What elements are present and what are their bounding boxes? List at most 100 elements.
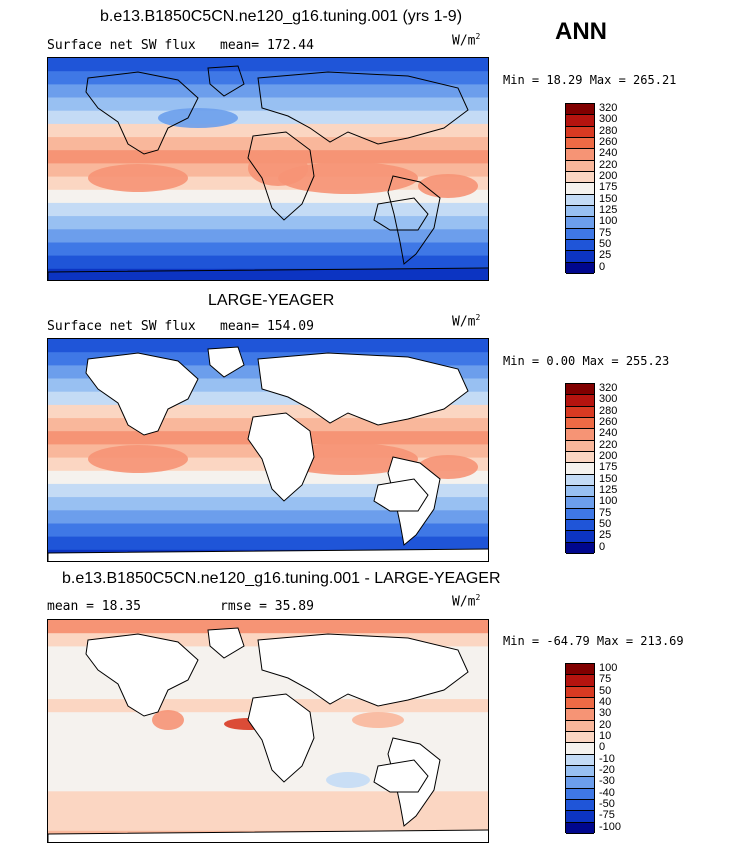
map-coastline — [207, 627, 245, 659]
map-field-band — [48, 523, 488, 538]
map-coastline — [207, 346, 245, 378]
colorbar-tick-label: -75 — [599, 809, 615, 822]
colorbar-swatch — [566, 418, 594, 430]
colorbar-swatch — [566, 732, 594, 744]
colorbar-tick-label: 260 — [599, 136, 618, 148]
colorbar-tick-label: 280 — [599, 404, 618, 417]
map-field-band — [48, 510, 488, 525]
colorbar-swatch — [566, 766, 594, 778]
panel3-units: W/m2 — [452, 593, 480, 609]
panel2-title: LARGE-YEAGER — [208, 292, 335, 309]
map-coastline — [373, 759, 429, 793]
map-coastline — [257, 71, 469, 145]
colorbar-tick-label: 240 — [599, 427, 618, 440]
colorbar-tick-label: 260 — [599, 416, 618, 428]
colorbar-swatch — [566, 194, 594, 206]
colorbar-tick-label: 25 — [599, 529, 612, 542]
map-coastline — [48, 267, 488, 280]
colorbar-tick-label: 0 — [599, 540, 606, 553]
colorbar-tick-label: -10 — [599, 752, 615, 765]
map-field-band — [48, 71, 488, 85]
colorbar-swatch — [566, 104, 594, 116]
colorbar-swatch — [566, 698, 594, 710]
colorbar-tick-label: 100 — [599, 495, 618, 508]
season-label: ANN — [555, 18, 607, 45]
colorbar-swatch — [566, 822, 594, 834]
map-coastline — [387, 175, 441, 265]
colorbar-tick-label: 40 — [599, 696, 612, 708]
map-coastline — [247, 693, 315, 783]
map-field-patch — [326, 772, 370, 788]
colorbar-swatch — [566, 508, 594, 520]
map-field-band — [48, 58, 488, 72]
map-coastline — [48, 829, 488, 842]
map-field-band — [48, 255, 488, 270]
colorbar-tick-label: 100 — [599, 662, 618, 674]
map-field-band — [48, 339, 488, 353]
map-field-patch — [418, 174, 478, 198]
colorbar-swatch — [566, 486, 594, 498]
panel3-colorbar: 100 75 50 40 30 20 10 0 -10 -20 -30 -40 -50 -75 -100 — [565, 662, 621, 834]
colorbar-swatch — [566, 811, 594, 823]
panel2-minmax: Min = 0.00 Max = 255.23 — [503, 354, 670, 368]
colorbar-tick-label: -50 — [599, 798, 615, 810]
panel2-mean-label: mean= 154.09 — [220, 319, 314, 334]
map-field-band — [48, 242, 488, 257]
colorbar-swatch — [566, 126, 594, 138]
colorbar-swatch — [566, 406, 594, 418]
map-coastline — [85, 71, 199, 155]
map-field-band — [48, 110, 488, 125]
colorbar-tick-label: 0 — [599, 260, 606, 273]
map-field-band — [48, 817, 488, 832]
colorbar-swatch — [566, 160, 594, 172]
map-field-patch — [248, 150, 308, 186]
map-field-band — [48, 123, 488, 138]
colorbar-tick-label: 10 — [599, 730, 612, 742]
panel3-units-base: W/m — [452, 594, 476, 610]
panel1-colorbar: 320 300 280 260 240 220 200 175 150 125 100 75 50 25 0 — [565, 102, 617, 274]
colorbar-swatch — [566, 384, 594, 396]
colorbar-swatch — [566, 228, 594, 240]
map-field-patch — [352, 712, 404, 728]
colorbar-swatch — [566, 777, 594, 789]
panel2-units-base: W/m — [452, 314, 476, 330]
colorbar-tick-label: 300 — [599, 113, 618, 126]
panel2-units: W/m2 — [452, 313, 480, 329]
colorbar-swatch — [566, 531, 594, 543]
map-field-band — [48, 97, 488, 112]
colorbar-swatch — [566, 788, 594, 800]
colorbar-swatch — [566, 395, 594, 407]
colorbar-tick-label: 125 — [599, 484, 618, 496]
colorbar-swatch — [566, 743, 594, 755]
colorbar-swatch — [566, 452, 594, 464]
panel2-colorbar: 320 300 280 260 240 220 200 175 150 125 100 75 50 25 0 — [565, 382, 617, 554]
colorbar-swatch — [566, 720, 594, 732]
panel2-units-exp: 2 — [475, 313, 481, 322]
colorbar-tick-label: -30 — [599, 775, 615, 788]
map-coastline — [247, 412, 315, 502]
panel3-map — [47, 619, 489, 843]
map-field-band — [48, 216, 488, 230]
colorbar-tick-label: 220 — [599, 438, 618, 451]
colorbar-tick-label: -20 — [599, 764, 615, 776]
colorbar-tick-label: 50 — [599, 684, 612, 697]
colorbar-tick-label: 175 — [599, 461, 618, 474]
panel3-rmse-label: rmse = 35.89 — [220, 599, 314, 614]
map-coastline — [373, 478, 429, 512]
map-field-patch — [88, 445, 188, 473]
map-coastline — [373, 197, 429, 231]
map-field-band — [48, 137, 488, 151]
colorbar-tick-label: 300 — [599, 393, 618, 406]
panel1-map-svg — [48, 58, 488, 280]
colorbar-swatch — [566, 251, 594, 263]
panel1-map — [47, 57, 489, 281]
colorbar-tick-label: 75 — [599, 226, 612, 239]
colorbar-tick-label: 50 — [599, 518, 612, 530]
colorbar-tick-label: -100 — [599, 820, 622, 833]
colorbar-swatch — [566, 138, 594, 150]
map-coastline — [257, 633, 469, 707]
colorbar-tick-label: 200 — [599, 450, 618, 462]
map-field-band — [48, 791, 488, 806]
map-field-band — [48, 84, 488, 99]
map-coastline — [48, 548, 488, 561]
